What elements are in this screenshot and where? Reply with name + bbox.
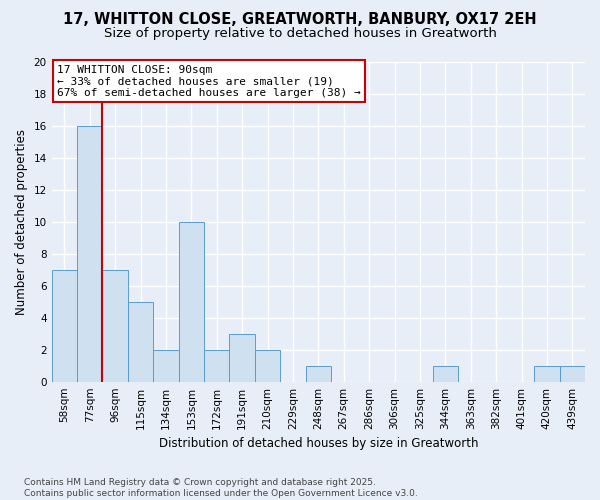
Bar [77,126,103,382]
Bar [255,350,280,382]
Text: 17 WHITTON CLOSE: 90sqm
← 33% of detached houses are smaller (19)
67% of semi-de: 17 WHITTON CLOSE: 90sqm ← 33% of detache… [57,64,361,98]
Bar [153,350,179,382]
Bar [179,222,204,382]
Bar [204,350,229,382]
Bar [305,366,331,382]
Text: Contains HM Land Registry data © Crown copyright and database right 2025.
Contai: Contains HM Land Registry data © Crown c… [24,478,418,498]
Bar [534,366,560,382]
X-axis label: Distribution of detached houses by size in Greatworth: Distribution of detached houses by size … [158,437,478,450]
Bar [128,302,153,382]
Y-axis label: Number of detached properties: Number of detached properties [15,128,28,314]
Bar [433,366,458,382]
Bar [560,366,585,382]
Text: Size of property relative to detached houses in Greatworth: Size of property relative to detached ho… [104,28,496,40]
Bar [52,270,77,382]
Bar [229,334,255,382]
Text: 17, WHITTON CLOSE, GREATWORTH, BANBURY, OX17 2EH: 17, WHITTON CLOSE, GREATWORTH, BANBURY, … [63,12,537,28]
Bar [103,270,128,382]
